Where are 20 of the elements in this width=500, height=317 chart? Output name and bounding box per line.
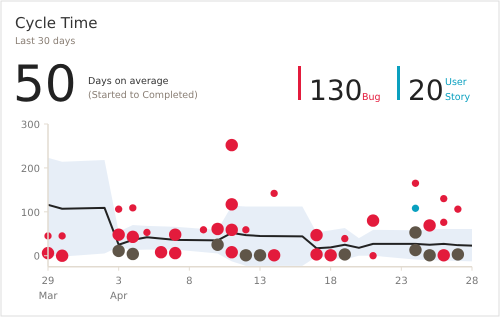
text: 50 xyxy=(13,55,77,113)
x-tick-label: 28 xyxy=(466,276,478,287)
y-tick-label: 100 xyxy=(20,208,40,219)
x-tick-label: 13 xyxy=(254,276,266,287)
chart-subtitle: Last 30 days xyxy=(15,36,76,47)
x-tick-label: 18 xyxy=(324,276,338,287)
x-tick-label: 3 Apr xyxy=(110,276,128,302)
text: 20 xyxy=(408,74,444,107)
x-tick-label: 8 xyxy=(186,276,193,287)
chart-title: Cycle Time xyxy=(15,14,98,32)
text: (Started to Completed) xyxy=(88,90,198,101)
text: Bug xyxy=(362,92,381,103)
text: 130 xyxy=(309,74,362,107)
y-tick-label: 300 xyxy=(20,120,40,131)
text: Days on average xyxy=(88,76,169,87)
y-tick-label: 0 xyxy=(34,252,40,263)
y-tick-label: 200 xyxy=(20,164,40,175)
x-tick-label: 29 Mar xyxy=(38,276,58,302)
x-tick-label: 23 xyxy=(394,276,408,287)
text: User Story xyxy=(445,77,470,103)
